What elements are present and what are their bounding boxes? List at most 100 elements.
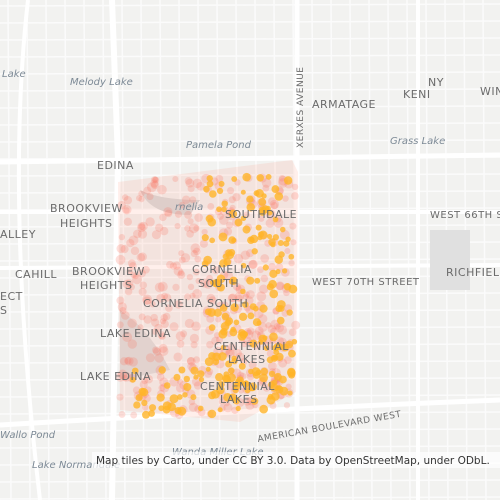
heat-point: [246, 372, 255, 381]
heat-point: [233, 253, 244, 264]
heat-point: [186, 230, 194, 238]
heat-point: [226, 186, 235, 195]
heat-point: [151, 230, 162, 240]
heat-point: [259, 304, 268, 313]
heat-point: [284, 247, 291, 255]
heat-point: [126, 268, 133, 275]
street: [197, 0, 202, 500]
heat-point: [182, 392, 188, 398]
heat-point: [176, 394, 183, 400]
heat-point: [231, 176, 238, 182]
heat-point: [188, 223, 199, 234]
heat-point: [265, 322, 272, 329]
heat-point: [150, 318, 160, 327]
heat-point: [159, 213, 167, 222]
heat-point: [259, 284, 269, 294]
heat-point: [184, 225, 191, 232]
heat-point: [178, 250, 185, 257]
place-label: BROOKVIEW: [72, 265, 145, 278]
heat-point: [246, 195, 254, 203]
heat-point: [220, 322, 230, 331]
heat-point: [206, 180, 214, 188]
heat-point: [216, 187, 224, 195]
heat-point: [158, 333, 166, 341]
heat-point: [211, 336, 220, 346]
lake: [140, 190, 200, 215]
heat-point: [163, 207, 173, 217]
heat-point: [132, 386, 141, 395]
heat-point: [269, 332, 278, 342]
heat-point: [215, 174, 224, 183]
heat-point: [141, 399, 148, 407]
heat-point: [173, 266, 183, 276]
heat-point: [278, 251, 285, 258]
heat-point: [257, 235, 263, 241]
heat-point: [220, 344, 227, 351]
heat-point: [150, 313, 158, 322]
heat-point: [158, 384, 166, 392]
place-label: Grass Lake: [390, 136, 445, 147]
heat-point: [207, 409, 217, 419]
heat-point: [133, 401, 141, 409]
heat-point: [161, 292, 169, 300]
heat-point: [246, 202, 255, 212]
heat-point: [190, 394, 197, 401]
heat-point: [218, 232, 228, 242]
heat-point: [142, 410, 150, 419]
heat-point: [169, 394, 179, 404]
place-label: NY: [428, 76, 444, 89]
heat-point: [249, 234, 259, 244]
place-label: CENTENNIAL: [200, 380, 275, 393]
street: [0, 428, 500, 432]
heat-point: [207, 203, 215, 210]
heat-point: [122, 279, 132, 289]
heat-point: [192, 289, 203, 299]
heat-point: [158, 346, 169, 356]
heat-point: [121, 374, 129, 382]
heat-point: [223, 403, 233, 413]
road: [0, 397, 500, 428]
heat-point: [189, 292, 196, 299]
heat-point: [180, 330, 188, 338]
heat-point: [234, 291, 245, 302]
heat-point: [175, 331, 186, 341]
heat-point: [189, 333, 199, 343]
heat-point: [225, 360, 233, 368]
heat-point: [204, 370, 212, 378]
heat-point: [240, 262, 247, 269]
heat-point: [276, 282, 285, 291]
heat-point: [172, 175, 179, 183]
attribution: Map tiles by Carto, under CC BY 3.0. Dat…: [96, 455, 490, 467]
heat-point: [157, 281, 168, 292]
street: [102, 0, 107, 500]
street: [330, 0, 335, 500]
heat-point: [266, 233, 273, 240]
heat-point: [158, 405, 165, 412]
heat-point: [213, 308, 222, 317]
heat-point: [232, 348, 242, 359]
heat-point: [203, 255, 212, 265]
street: [368, 0, 373, 500]
heat-point: [250, 397, 259, 405]
heat-point: [217, 381, 225, 388]
heat-point: [237, 387, 245, 394]
heat-point: [162, 312, 171, 321]
heat-point: [195, 277, 202, 285]
heat-point: [197, 370, 205, 378]
heat-point: [275, 268, 281, 275]
heat-point: [221, 206, 227, 213]
heat-point: [186, 356, 196, 366]
heat-point: [242, 225, 251, 234]
heat-point: [158, 343, 168, 353]
road-label: XERXES AVENUE: [296, 67, 306, 148]
heat-point: [235, 294, 243, 302]
heat-point: [186, 273, 193, 281]
heat-point: [239, 330, 248, 339]
heat-point: [209, 190, 217, 198]
heat-point: [121, 372, 132, 382]
heat-point: [222, 253, 229, 260]
heat-point: [249, 339, 258, 348]
heat-point: [218, 398, 226, 405]
place-label: RICHFIEL: [446, 266, 500, 279]
place-label: SOUTH: [198, 277, 239, 290]
